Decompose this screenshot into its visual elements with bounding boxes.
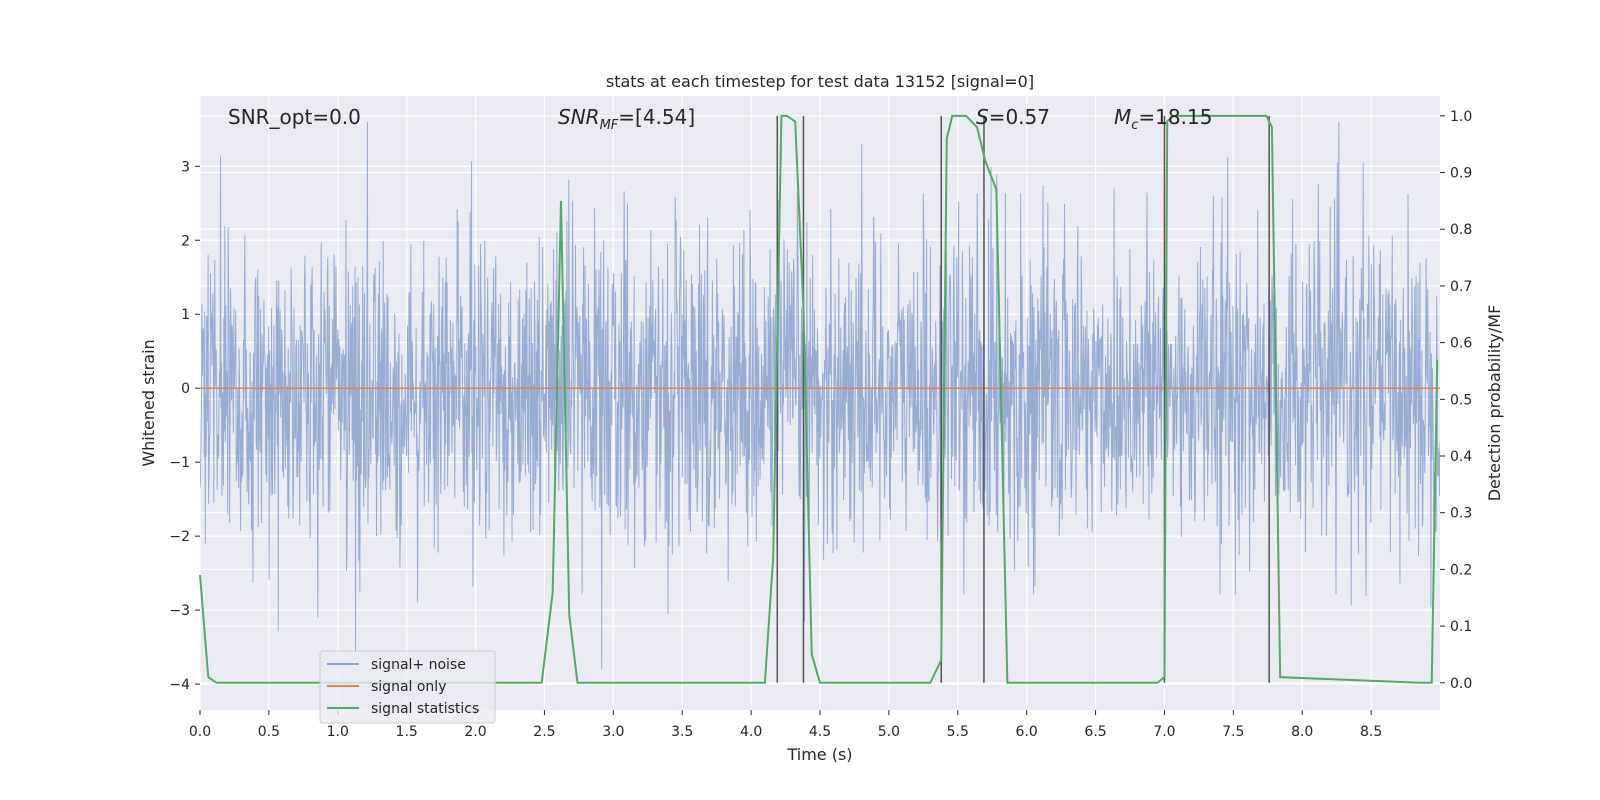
x-tick-label: 5.0 <box>878 724 900 740</box>
y-right-tick-label: 0.1 <box>1450 619 1472 635</box>
y-left-tick-label: −4 <box>169 677 190 693</box>
y-left-tick-label: 0 <box>181 381 190 397</box>
y-right-tick-label: 0.4 <box>1450 449 1472 465</box>
annotation-snr-opt: SNR_opt=0.0 <box>228 105 361 129</box>
x-tick-label: 8.5 <box>1360 724 1382 740</box>
annotation-mc: Mc=18.15 <box>1114 105 1212 133</box>
y-right-tick-label: 0.2 <box>1450 562 1472 578</box>
x-tick-label: 0.5 <box>258 724 280 740</box>
x-tick-label: 8.0 <box>1291 724 1313 740</box>
x-tick-label: 3.0 <box>602 724 624 740</box>
annotation-snr-mf: SNRMF=[4.54] <box>558 105 695 133</box>
x-axis-ticks: 0.0 0.5 1.0 1.5 2.0 2.5 3.0 3.5 4.0 4.5 5.0 5.5 6.0 6… <box>189 710 1382 740</box>
y-left-tick-label: −3 <box>169 603 190 619</box>
mc-sub: c <box>1131 118 1138 133</box>
snr-mf-sub: MF <box>600 118 619 133</box>
signal-statistics-line <box>199 114 1439 684</box>
y-left-axis-ticks: 3 2 1 0 −1 −2 −3 −4 <box>169 159 200 693</box>
x-tick-label: 4.5 <box>809 724 831 740</box>
x-axis-label: Time (s) <box>786 745 852 764</box>
y-right-tick-label: 0.3 <box>1450 506 1472 522</box>
s-main: S <box>976 105 989 129</box>
x-tick-label: 2.5 <box>533 724 555 740</box>
snr-mf-main: SNR <box>558 105 600 129</box>
mc-value: =18.15 <box>1138 105 1212 129</box>
x-tick-label: 4.0 <box>740 724 762 740</box>
y-right-axis-ticks: 1.0 0.9 0.8 0.7 0.6 0.5 0.4 0.3 0.2 0.1 0.0 <box>1440 109 1472 692</box>
y-right-tick-label: 0.8 <box>1450 222 1472 238</box>
x-tick-label: 1.0 <box>327 724 349 740</box>
legend-label-signal-only: signal only <box>371 679 446 695</box>
y-right-tick-label: 0.5 <box>1450 392 1472 408</box>
y-right-tick-label: 0.7 <box>1450 279 1472 295</box>
signal-noise-series <box>200 121 1440 670</box>
signal-noise-line <box>200 121 1440 670</box>
legend-label-signal-statistics: signal statistics <box>371 701 479 717</box>
legend-label-signal-noise: signal+ noise <box>371 657 466 673</box>
x-tick-label: 3.5 <box>671 724 693 740</box>
y-right-tick-label: 1.0 <box>1450 109 1472 125</box>
annotation-s: S=0.57 <box>976 105 1050 129</box>
legend-box <box>319 650 496 724</box>
s-value: =0.57 <box>989 105 1050 129</box>
x-tick-label: 2.0 <box>464 724 486 740</box>
x-tick-label: 1.5 <box>396 724 418 740</box>
y-left-tick-label: −1 <box>169 455 190 471</box>
y-left-tick-label: 1 <box>181 307 190 323</box>
x-tick-label: 5.5 <box>947 724 969 740</box>
x-tick-label: 0.0 <box>189 724 211 740</box>
mc-main: M <box>1114 105 1131 129</box>
y-left-tick-label: −2 <box>169 529 190 545</box>
x-tick-label: 7.0 <box>1153 724 1175 740</box>
y-right-tick-label: 0.9 <box>1450 166 1472 182</box>
y-left-tick-label: 2 <box>181 233 190 249</box>
x-tick-label: 6.0 <box>1016 724 1038 740</box>
x-tick-label: 6.5 <box>1084 724 1106 740</box>
y-right-tick-label: 0.6 <box>1450 336 1472 352</box>
y-left-tick-label: 3 <box>181 159 190 175</box>
x-tick-label: 7.5 <box>1222 724 1244 740</box>
y-left-axis-label: Whitened strain <box>139 339 158 466</box>
y-right-tick-label: 0.0 <box>1450 676 1472 692</box>
legend: signal+ noise signal only signal statist… <box>319 650 496 724</box>
snr-mf-value: =[4.54] <box>618 105 695 129</box>
chart-title: stats at each timestep for test data 131… <box>606 72 1034 91</box>
y-right-axis-label: Detection probability/MF <box>1485 305 1504 502</box>
